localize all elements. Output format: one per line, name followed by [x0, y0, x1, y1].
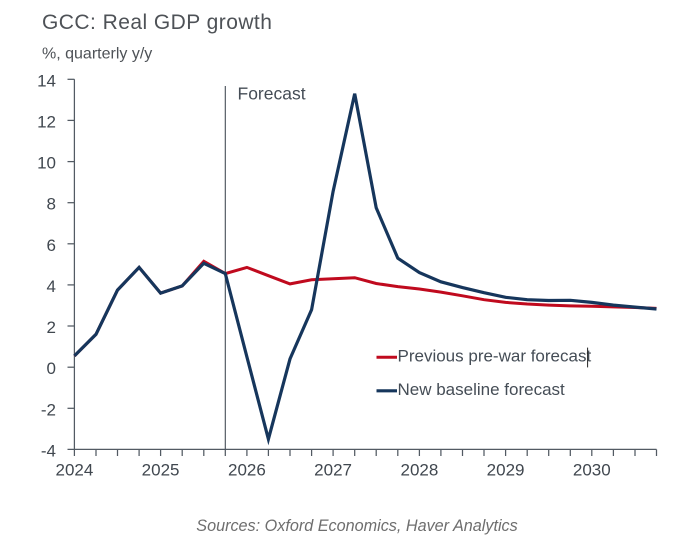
svg-text:0: 0: [47, 359, 56, 378]
svg-text:%, quarterly y/y: %, quarterly y/y: [42, 46, 152, 63]
svg-text:2029: 2029: [487, 461, 525, 480]
svg-text:Previous pre-war forecast: Previous pre-war forecast: [398, 347, 592, 366]
svg-text:12: 12: [37, 112, 56, 131]
svg-text:-2: -2: [41, 400, 56, 419]
svg-text:2028: 2028: [400, 461, 438, 480]
svg-text:Sources: Oxford Economics, Hav: Sources: Oxford Economics, Haver Analyti…: [196, 517, 517, 535]
svg-text:GCC: Real GDP growth: GCC: Real GDP growth: [42, 11, 272, 34]
svg-text:8: 8: [47, 195, 56, 214]
svg-text:14: 14: [37, 71, 56, 90]
svg-text:10: 10: [37, 154, 56, 173]
svg-text:4: 4: [47, 277, 56, 296]
svg-text:6: 6: [47, 236, 56, 255]
svg-text:2027: 2027: [314, 461, 352, 480]
svg-text:-4: -4: [41, 441, 56, 460]
svg-text:2030: 2030: [573, 461, 611, 480]
svg-text:New baseline forecast: New baseline forecast: [398, 380, 566, 399]
svg-text:Forecast: Forecast: [238, 84, 306, 104]
svg-text:2025: 2025: [142, 461, 180, 480]
svg-text:2026: 2026: [228, 461, 266, 480]
svg-text:2: 2: [47, 318, 56, 337]
svg-text:2024: 2024: [55, 461, 93, 480]
